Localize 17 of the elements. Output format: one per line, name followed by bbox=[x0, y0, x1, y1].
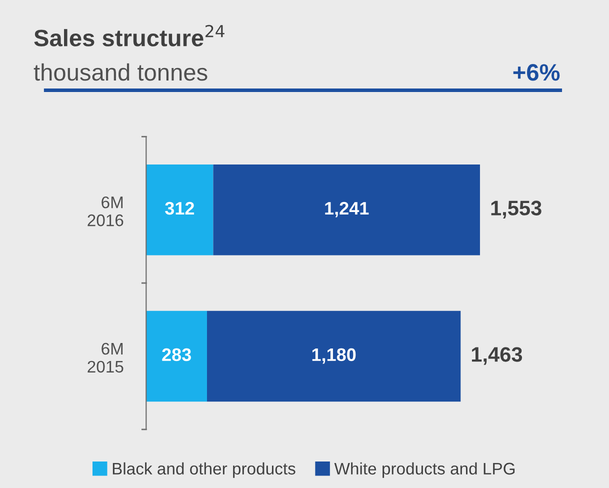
legend-label: White products and LPG bbox=[334, 462, 515, 478]
text: +6% bbox=[513, 64, 560, 81]
data-label: 312 bbox=[165, 202, 194, 215]
bar bbox=[146, 164, 214, 256]
chart-title: Sales structure$^{24}$ bbox=[34, 24, 224, 46]
total-label: 1,553 bbox=[491, 200, 542, 218]
chart-subtitle: thousand tonnes bbox=[34, 63, 208, 81]
y-tick-label: 6M 2016 bbox=[88, 196, 124, 226]
bar bbox=[146, 310, 207, 402]
bar bbox=[206, 310, 461, 402]
data-label: 283 bbox=[162, 348, 191, 362]
legend-label: Black and other products bbox=[112, 462, 296, 478]
data-label: 1,241 bbox=[325, 202, 369, 218]
y-tick-label: 6M 2015 bbox=[88, 342, 124, 373]
bar bbox=[213, 164, 480, 256]
total-label: 1,463 bbox=[472, 347, 522, 365]
data-label: 1,180 bbox=[312, 348, 356, 364]
